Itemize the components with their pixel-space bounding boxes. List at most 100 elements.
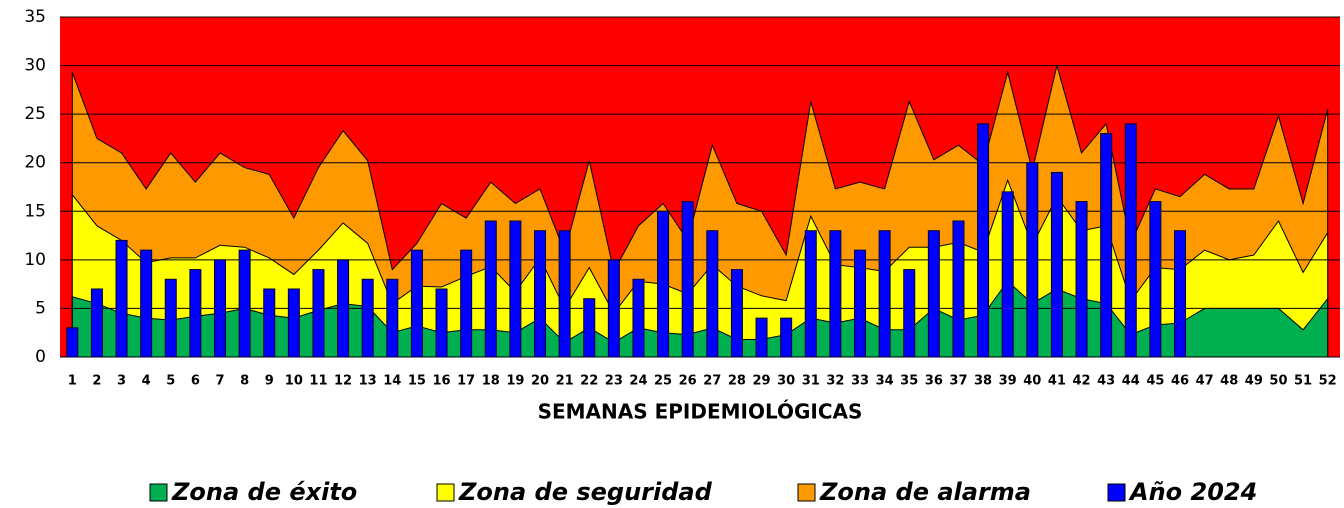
bar bbox=[927, 230, 940, 358]
bar bbox=[607, 259, 620, 358]
x-tick-label: 34 bbox=[876, 374, 894, 389]
x-tick-label: 23 bbox=[605, 374, 623, 389]
x-tick-label: 30 bbox=[777, 374, 795, 389]
bar bbox=[509, 220, 522, 358]
legend-swatch bbox=[797, 483, 816, 502]
x-tick-label: 36 bbox=[925, 374, 943, 389]
bar bbox=[337, 259, 350, 358]
bar bbox=[583, 298, 596, 358]
x-tick-label: 49 bbox=[1245, 374, 1263, 389]
bar bbox=[878, 230, 891, 358]
x-tick-label: 13 bbox=[359, 374, 377, 389]
y-tick-label: 35 bbox=[24, 7, 46, 27]
legend-label: Zona de alarma bbox=[819, 478, 1031, 506]
x-tick-label: 24 bbox=[629, 374, 647, 389]
bar bbox=[706, 230, 719, 358]
bar bbox=[1050, 171, 1063, 358]
x-tick-label: 32 bbox=[826, 374, 844, 389]
bar bbox=[238, 249, 251, 358]
bar bbox=[435, 288, 448, 358]
bar bbox=[361, 278, 374, 358]
x-tick-label: 41 bbox=[1048, 374, 1066, 389]
bar bbox=[1149, 201, 1162, 358]
x-tick-label: 28 bbox=[728, 374, 746, 389]
x-tick-label: 11 bbox=[309, 374, 327, 389]
x-tick-label: 15 bbox=[408, 374, 426, 389]
bar bbox=[115, 239, 128, 358]
x-tick-label: 14 bbox=[383, 374, 401, 389]
bar bbox=[903, 269, 916, 358]
bar bbox=[410, 249, 423, 358]
x-tick-label: 37 bbox=[949, 374, 967, 389]
x-tick-label: 1 bbox=[68, 374, 77, 389]
x-tick-label: 52 bbox=[1319, 374, 1337, 389]
legend-label: Año 2024 bbox=[1128, 478, 1257, 506]
x-tick-label: 40 bbox=[1023, 374, 1041, 389]
bar bbox=[1100, 133, 1113, 358]
bar bbox=[829, 230, 842, 358]
x-tick-label: 7 bbox=[215, 374, 224, 389]
x-tick-label: 45 bbox=[1146, 374, 1164, 389]
x-tick-label: 8 bbox=[240, 374, 249, 389]
x-tick-label: 50 bbox=[1269, 374, 1287, 389]
bar bbox=[164, 278, 177, 358]
x-tick-label: 51 bbox=[1294, 374, 1312, 389]
bar bbox=[1124, 123, 1137, 358]
bar bbox=[804, 230, 817, 358]
x-tick-label: 29 bbox=[752, 374, 770, 389]
x-tick-label: 46 bbox=[1171, 374, 1189, 389]
bar bbox=[140, 249, 153, 358]
bar bbox=[952, 220, 965, 358]
bar bbox=[484, 220, 497, 358]
bar bbox=[1001, 191, 1014, 358]
x-tick-label: 38 bbox=[974, 374, 992, 389]
bar bbox=[657, 210, 670, 358]
y-tick-label: 10 bbox=[24, 250, 46, 270]
x-tick-label: 21 bbox=[556, 374, 574, 389]
y-tick-label: 25 bbox=[24, 104, 46, 124]
bar bbox=[977, 123, 990, 358]
bar bbox=[386, 278, 399, 358]
x-tick-label: 47 bbox=[1196, 374, 1214, 389]
bar bbox=[780, 317, 793, 358]
bar bbox=[755, 317, 768, 358]
x-tick-label: 16 bbox=[432, 374, 450, 389]
bar bbox=[312, 269, 325, 358]
x-tick-label: 26 bbox=[679, 374, 697, 389]
legend-label: Zona de seguridad bbox=[458, 478, 713, 506]
legend-label: Zona de éxito bbox=[171, 478, 357, 506]
x-tick-label: 44 bbox=[1122, 374, 1140, 389]
bar bbox=[730, 269, 743, 358]
bar bbox=[681, 201, 694, 358]
x-tick-label: 22 bbox=[580, 374, 598, 389]
y-tick-label: 5 bbox=[35, 298, 46, 318]
x-tick-label: 6 bbox=[191, 374, 200, 389]
bar bbox=[460, 249, 473, 358]
bar bbox=[632, 278, 645, 358]
y-tick-label: 20 bbox=[24, 153, 46, 173]
x-tick-label: 4 bbox=[142, 374, 151, 389]
legend-swatch bbox=[1107, 483, 1126, 502]
x-tick-label: 31 bbox=[802, 374, 820, 389]
x-tick-label: 9 bbox=[265, 374, 274, 389]
bar bbox=[189, 269, 202, 358]
x-tick-label: 39 bbox=[999, 374, 1017, 389]
x-tick-label: 19 bbox=[506, 374, 524, 389]
bar bbox=[854, 249, 866, 358]
x-tick-label: 10 bbox=[285, 374, 303, 389]
x-tick-label: 2 bbox=[92, 374, 101, 389]
y-tick-label: 0 bbox=[35, 347, 46, 367]
legend-swatch bbox=[436, 483, 455, 502]
bar bbox=[534, 230, 546, 358]
x-tick-label: 42 bbox=[1072, 374, 1090, 389]
y-tick-label: 30 bbox=[24, 56, 46, 76]
bar bbox=[66, 327, 79, 358]
bar bbox=[263, 288, 276, 358]
bar bbox=[90, 288, 103, 358]
x-tick-label: 35 bbox=[900, 374, 918, 389]
x-tick-label: 18 bbox=[482, 374, 500, 389]
bar bbox=[558, 230, 571, 358]
bar bbox=[1026, 162, 1039, 358]
bar bbox=[1174, 230, 1186, 358]
